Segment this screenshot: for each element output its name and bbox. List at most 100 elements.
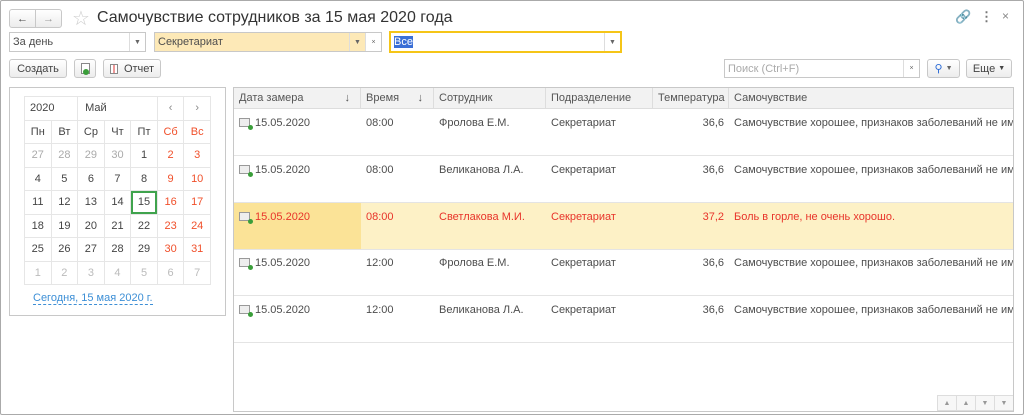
add-copy-button[interactable] (74, 59, 96, 78)
report-button[interactable]: Отчет (103, 59, 161, 78)
cell-value: 15.05.2020 (255, 210, 311, 223)
clear-icon[interactable]: × (903, 60, 919, 77)
more-button[interactable]: Еще ▼ (966, 59, 1012, 78)
calendar-day[interactable]: 5 (130, 260, 158, 285)
scroll-down-icon[interactable]: ▼ (975, 395, 995, 411)
scroll-first-icon[interactable]: ▲ (937, 395, 957, 411)
report-label: Отчет (123, 62, 155, 75)
period-select[interactable]: За день ▼ (9, 32, 146, 52)
calendar-day[interactable]: 25 (24, 237, 52, 262)
chevron-down-icon[interactable]: ▼ (349, 33, 365, 51)
star-icon[interactable]: ☆ (72, 8, 90, 30)
year-select[interactable]: 2020 (23, 96, 79, 121)
forward-button[interactable]: → (35, 9, 62, 28)
table-row[interactable]: 15.05.2020 08:00 Великанова Л.А. Секретариа… (234, 156, 1013, 203)
calendar-day[interactable]: 26 (50, 237, 79, 262)
calendar-day[interactable]: 29 (130, 237, 158, 262)
calendar-day[interactable]: 1 (24, 260, 52, 285)
calendar-day[interactable]: 8 (130, 166, 158, 191)
cell-value: 12:00 (366, 257, 394, 270)
column-header[interactable]: Дата замера ↓ (234, 88, 361, 109)
table-cell: Секретариат (546, 296, 653, 342)
calendar-day[interactable]: 18 (24, 213, 52, 238)
chevron-down-icon[interactable]: ▼ (604, 33, 620, 51)
calendar-day[interactable]: 9 (156, 166, 185, 191)
table-row[interactable]: 15.05.2020 12:00 Великанова Л.А. Секретариа… (234, 296, 1014, 344)
calendar-day[interactable]: 4 (24, 166, 52, 191)
scroll-up-icon[interactable]: ▲ (956, 395, 976, 411)
back-button[interactable]: ← (9, 9, 36, 28)
table-cell: Самочувствие хорошее, признаков заболева… (729, 296, 1014, 342)
clear-icon[interactable]: × (365, 33, 381, 51)
cell-value: Самочувствие хорошее, признаков заболева… (734, 304, 1014, 317)
sort-arrow-icon: ↓ (417, 92, 424, 104)
wellbeing-select[interactable]: Все ▼ (389, 31, 622, 53)
calendar-day[interactable]: 7 (103, 166, 132, 191)
column-header[interactable]: Температура (653, 88, 729, 109)
calendar-day[interactable]: 27 (24, 143, 52, 168)
calendar-day[interactable]: 11 (24, 190, 52, 215)
column-header[interactable]: Сотрудник (434, 88, 546, 109)
calendar-day[interactable]: 22 (130, 213, 158, 238)
weekday-header: Вт (50, 119, 79, 144)
calendar-day[interactable]: 19 (50, 213, 79, 238)
add-document-icon (80, 63, 90, 75)
department-select[interactable]: Секретариат ▼ × (154, 32, 382, 52)
calendar-day[interactable]: 30 (156, 237, 185, 262)
calendar-day[interactable]: 16 (156, 190, 185, 215)
calendar-day[interactable]: 14 (103, 190, 132, 215)
table-cell: Фролова Е.М. (434, 109, 546, 155)
cell-value: Секретариат (551, 210, 616, 223)
more-icon[interactable]: ⋮ (980, 9, 993, 24)
calendar-day[interactable]: 12 (50, 190, 79, 215)
calendar-day[interactable]: 20 (77, 213, 105, 238)
scroll-last-icon[interactable]: ▼ (994, 395, 1013, 411)
calendar-day[interactable]: 10 (183, 166, 211, 191)
calendar-day[interactable]: 4 (103, 260, 132, 285)
today-link[interactable]: Сегодня, 15 мая 2020 г. (33, 292, 153, 305)
table-cell: 36,6 (653, 156, 729, 202)
table-cell: 08:00 (361, 156, 434, 202)
calendar-day[interactable]: 2 (50, 260, 79, 285)
column-header[interactable]: Подразделение (546, 88, 653, 109)
column-header[interactable]: Самочувствие (729, 88, 1013, 109)
table-row[interactable]: 15.05.2020 08:00 Светлакова М.И. Секретариа… (234, 202, 1013, 250)
calendar-day[interactable]: 23 (156, 213, 185, 238)
calendar-day[interactable]: 6 (77, 166, 105, 191)
calendar-day[interactable]: 15 (130, 190, 158, 215)
calendar-day[interactable]: 6 (156, 260, 185, 285)
table-cell: 08:00 (361, 203, 434, 249)
calendar-day[interactable]: 28 (103, 237, 132, 262)
cell-value: 15.05.2020 (255, 304, 311, 317)
search-input[interactable]: Поиск (Ctrl+F) × (724, 59, 920, 78)
chevron-down-icon[interactable]: ▼ (129, 33, 145, 51)
calendar-day[interactable]: 7 (183, 260, 211, 285)
month-select[interactable]: Май (77, 96, 158, 121)
calendar-day[interactable]: 28 (50, 143, 79, 168)
calendar-day[interactable]: 2 (156, 143, 185, 168)
create-button[interactable]: Создать (9, 59, 67, 78)
calendar-day[interactable]: 27 (77, 237, 105, 262)
calendar-day[interactable]: 3 (77, 260, 105, 285)
next-month-button[interactable]: › (183, 96, 211, 121)
search-button[interactable]: ⚲ ▼ (927, 59, 960, 78)
table-cell: 37,2 (653, 203, 729, 249)
calendar-day[interactable]: 5 (50, 166, 79, 191)
cell-value: 08:00 (366, 163, 394, 176)
calendar-day[interactable]: 3 (183, 143, 211, 168)
prev-month-button[interactable]: ‹ (156, 96, 185, 121)
table-row[interactable]: 15.05.2020 08:00 Фролова Е.М. Секретариат 36… (234, 109, 1013, 156)
table-row[interactable]: 15.05.2020 12:00 Фролова Е.М. Секретариат 36… (234, 249, 1013, 297)
calendar-day[interactable]: 31 (183, 237, 211, 262)
link-icon[interactable]: 🔗 (955, 9, 972, 24)
calendar-day[interactable]: 13 (77, 190, 105, 215)
calendar-day[interactable]: 17 (183, 190, 211, 215)
close-icon[interactable]: × (1002, 9, 1010, 23)
column-header[interactable]: Время ↓ (361, 88, 434, 109)
column-label: Дата замера (239, 92, 304, 104)
calendar-day[interactable]: 1 (130, 143, 158, 168)
calendar-day[interactable]: 30 (103, 143, 132, 168)
calendar-day[interactable]: 21 (103, 213, 132, 238)
calendar-day[interactable]: 24 (183, 213, 211, 238)
calendar-day[interactable]: 29 (77, 143, 105, 168)
